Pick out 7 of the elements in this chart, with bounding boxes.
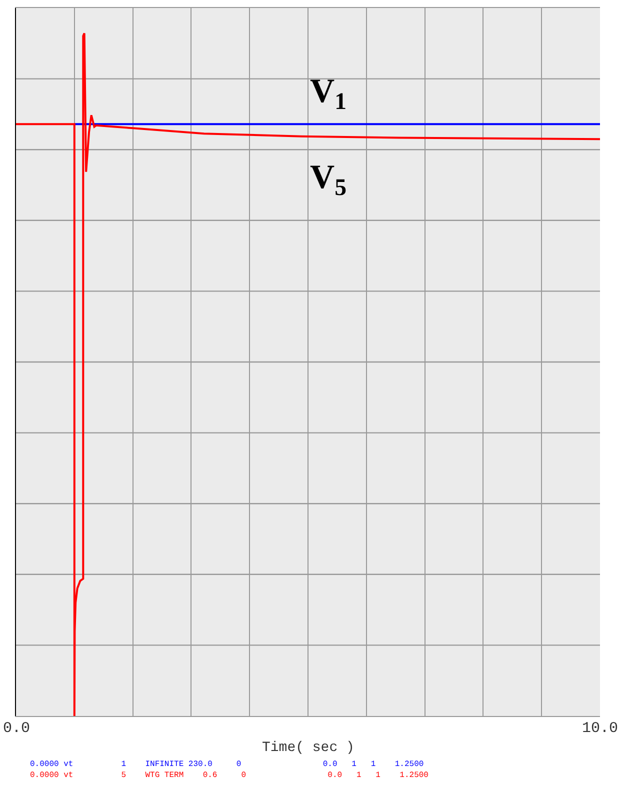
text: 0.0000 vt 1 INFINITE 230.0 0 0.0 1 1 1.2500 (30, 760, 424, 769)
x-tick-label: 0.0 (3, 720, 30, 737)
text: 0.0000 vt 5 WTG TERM 0.6 0 0.0 1 1 1.2500 (30, 771, 429, 780)
series-label: V$_{1}$ (310, 73, 346, 116)
series-label: V$_{5}$ (310, 159, 347, 202)
x-tick-label: 10.0 (582, 720, 618, 737)
x-axis-title: Time( sec ) (262, 740, 354, 756)
